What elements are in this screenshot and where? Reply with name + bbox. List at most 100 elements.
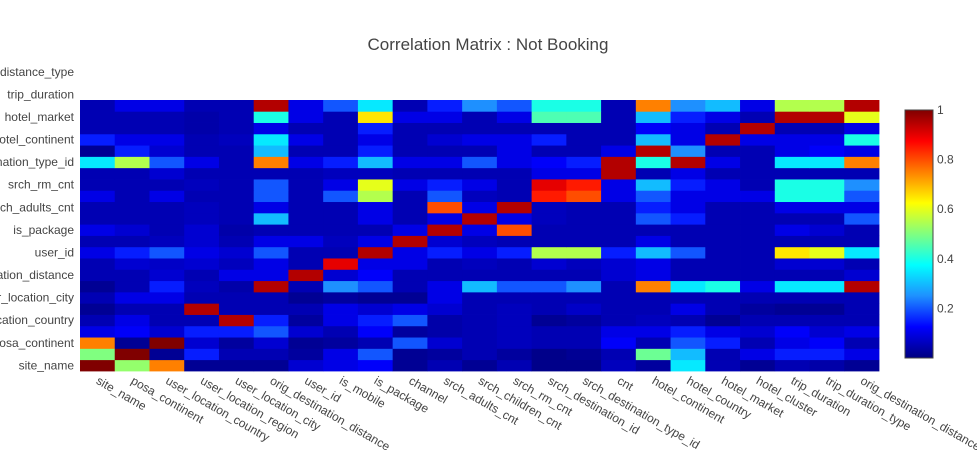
heatmap-cell [149, 133, 185, 146]
heatmap-cell [740, 111, 776, 123]
heatmap-cell [496, 325, 533, 338]
heatmap-cell [218, 235, 255, 248]
heatmap-cell [531, 325, 567, 338]
heatmap-cell [357, 235, 394, 248]
heatmap-cell [740, 167, 776, 180]
heatmap-cell [496, 291, 533, 304]
heatmap-cell [427, 235, 463, 248]
heatmap-cell [218, 156, 255, 169]
heatmap-cell [427, 122, 463, 135]
heatmap-cell [392, 133, 428, 146]
heatmap-cell [253, 303, 289, 315]
heatmap-cell [462, 337, 498, 349]
heatmap-cell [566, 359, 602, 372]
heatmap-cell [114, 212, 150, 225]
y-tick-label: user_location_city [0, 291, 74, 305]
heatmap-cell [566, 258, 602, 270]
heatmap-cell [114, 111, 150, 123]
heatmap-cell [844, 212, 880, 225]
heatmap-cell [531, 246, 567, 259]
heatmap-cell [427, 201, 463, 214]
heatmap-cell [740, 235, 776, 248]
heatmap-cell [114, 179, 150, 191]
heatmap-cell [705, 100, 741, 112]
heatmap-cell [288, 246, 324, 259]
heatmap-cell [149, 224, 185, 236]
heatmap-cell [288, 359, 324, 372]
heatmap-cell [635, 122, 671, 135]
heatmap-cell [809, 122, 845, 135]
heatmap-cell [184, 201, 220, 214]
heatmap-cell [149, 235, 185, 248]
heatmap-cell [218, 100, 255, 112]
heatmap-cell [635, 100, 671, 112]
heatmap-cell [496, 269, 533, 282]
heatmap-cell [601, 269, 637, 282]
heatmap-cell [114, 303, 150, 315]
heatmap-cell [809, 212, 845, 225]
heatmap-cell [635, 224, 671, 236]
heatmap-cell [496, 337, 533, 349]
heatmap-cell [427, 100, 463, 112]
heatmap-cell [705, 246, 741, 259]
colorbar-tick-label: 0.8 [937, 153, 954, 167]
heatmap-cell [288, 145, 324, 157]
heatmap-cell [462, 201, 498, 214]
heatmap-cell [462, 246, 498, 259]
heatmap-cell [531, 269, 567, 282]
heatmap-cell [601, 133, 637, 146]
heatmap-cell [566, 122, 602, 135]
heatmap-cell [149, 246, 185, 259]
heatmap-cell [462, 111, 498, 123]
heatmap-cell [218, 122, 255, 135]
heatmap-cell [844, 224, 880, 236]
heatmap-cell [566, 269, 602, 282]
heatmap-cell [80, 246, 116, 259]
heatmap-cell [80, 258, 116, 270]
heatmap-cell [184, 337, 220, 349]
heatmap-cell [809, 156, 845, 169]
heatmap-cell [357, 314, 394, 327]
heatmap-cell [566, 190, 602, 203]
heatmap-cell [809, 133, 845, 146]
heatmap-cell [705, 359, 741, 372]
heatmap-cell [531, 303, 567, 315]
heatmap-cell [496, 303, 533, 315]
heatmap-cell [670, 179, 706, 191]
heatmap-cell [323, 280, 359, 293]
heatmap-cell [253, 167, 289, 180]
heatmap-cell [844, 291, 880, 304]
heatmap-cell [323, 269, 359, 282]
heatmap-cell [601, 145, 637, 157]
heatmap-cell [357, 167, 394, 180]
heatmap-cell [114, 258, 150, 270]
heatmap-cell [184, 246, 220, 259]
heatmap-cell [184, 190, 220, 203]
y-tick-label: trip_duration [7, 87, 74, 101]
heatmap-cell [705, 258, 741, 270]
heatmap-cell [496, 348, 533, 361]
heatmap-cell [253, 314, 289, 327]
heatmap-cell [114, 133, 150, 146]
heatmap-cell [149, 303, 185, 315]
heatmap-cell [218, 348, 255, 361]
heatmap-cell [566, 280, 602, 293]
heatmap-cell [288, 111, 324, 123]
heatmap-cell [462, 212, 498, 225]
heatmap-cell [427, 190, 463, 203]
heatmap-cell [149, 280, 185, 293]
heatmap-cell [427, 145, 463, 157]
heatmap-cell [357, 337, 394, 349]
heatmap-cell [635, 348, 671, 361]
heatmap-cell [531, 201, 567, 214]
heatmap-cell [80, 156, 116, 169]
heatmap-cell [149, 359, 185, 372]
heatmap-cell [635, 201, 671, 214]
heatmap-cell [705, 167, 741, 180]
heatmap-cell [253, 359, 289, 372]
chart-title: Correlation Matrix : Not Booking [368, 35, 609, 54]
heatmap-cell [635, 235, 671, 248]
heatmap-cell [323, 337, 359, 349]
heatmap-cell [149, 314, 185, 327]
heatmap-cell [427, 337, 463, 349]
